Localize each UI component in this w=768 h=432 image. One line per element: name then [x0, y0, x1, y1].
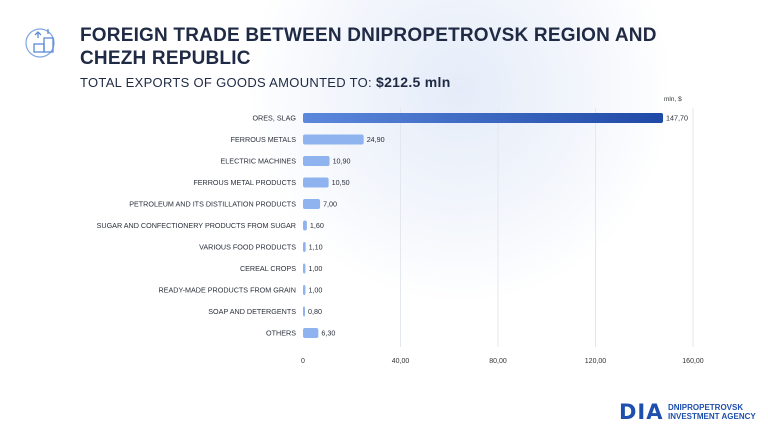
category-label: FERROUS METAL PRODUCTS: [193, 178, 296, 187]
x-tick-label: 160,00: [682, 358, 704, 365]
bar: [303, 113, 664, 123]
bar: [303, 263, 306, 274]
category-label: SOAP AND DETERGENTS: [208, 307, 296, 316]
category-label: READY-MADE PRODUCTS FROM GRAIN: [158, 286, 296, 295]
value-label: 24,90: [367, 135, 385, 144]
value-labels: 147,70 24,90 10,90 10,50 7,00 1,60 1,10 1,00 1,0…: [308, 114, 688, 338]
subtitle-amount: $212.5 mln: [375, 74, 451, 90]
export-boxes-icon: [25, 28, 55, 58]
bar: [303, 134, 364, 145]
grid-lines: [400, 108, 694, 347]
chart-title: FOREIGN TRADE BETWEEN DNIPROPETROVSK REG…: [80, 25, 657, 69]
x-axis-ticks: 0 40,00 80,00 120,00 160,00: [301, 358, 704, 365]
agency-line-1: DNIPROPETROVSK: [668, 403, 744, 412]
value-label: 0,80: [308, 307, 322, 316]
subtitle-label: TOTAL EXPORTS OF GOODS AMOUNTED TO:: [80, 75, 372, 90]
value-label: 10,50: [332, 178, 350, 187]
category-label: CEREAL CROPS: [240, 264, 296, 273]
category-label: PETROLEUM AND ITS DISTILLATION PRODUCTS: [129, 200, 296, 209]
chart-subtitle: TOTAL EXPORTS OF GOODS AMOUNTED TO: $212.…: [80, 74, 451, 90]
value-label: 7,00: [323, 200, 337, 209]
bar: [303, 199, 321, 209]
bar: [303, 328, 319, 338]
bar: [303, 156, 330, 166]
category-label: VARIOUS FOOD PRODUCTS: [199, 243, 296, 252]
agency-name: DNIPROPETROVSK INVESTMENT AGENCY: [668, 403, 756, 421]
value-label: 1,00: [308, 286, 322, 295]
x-tick-label: 0: [301, 358, 305, 365]
value-label: 1,00: [308, 264, 322, 273]
bar: [303, 242, 306, 252]
bars: [303, 113, 664, 338]
x-tick-label: 120,00: [585, 358, 607, 365]
value-label: 1,60: [310, 221, 324, 230]
bar: [303, 285, 306, 295]
value-label: 10,90: [333, 157, 351, 166]
bar: [303, 220, 307, 231]
unit-label: mln, $: [664, 96, 682, 103]
x-tick-label: 80,00: [489, 358, 507, 365]
value-label: 147,70: [666, 114, 688, 123]
value-label: 6,30: [321, 329, 335, 338]
category-label: FERROUS METALS: [231, 135, 297, 144]
bar: [303, 306, 305, 317]
category-label: OTHERS: [266, 329, 296, 338]
bar: [303, 177, 329, 188]
brand-logo: DIA: [619, 400, 664, 424]
category-labels: ORES, SLAG FERROUS METALS ELECTRIC MACHINE…: [97, 114, 297, 338]
value-label: 1,10: [309, 243, 323, 252]
category-label: ORES, SLAG: [252, 114, 296, 123]
x-tick-label: 40,00: [392, 358, 410, 365]
category-label: ELECTRIC MACHINES: [221, 157, 297, 166]
category-label: SUGAR AND CONFECTIONERY PRODUCTS FROM SU…: [97, 221, 296, 230]
agency-line-2: INVESTMENT AGENCY: [668, 412, 756, 421]
